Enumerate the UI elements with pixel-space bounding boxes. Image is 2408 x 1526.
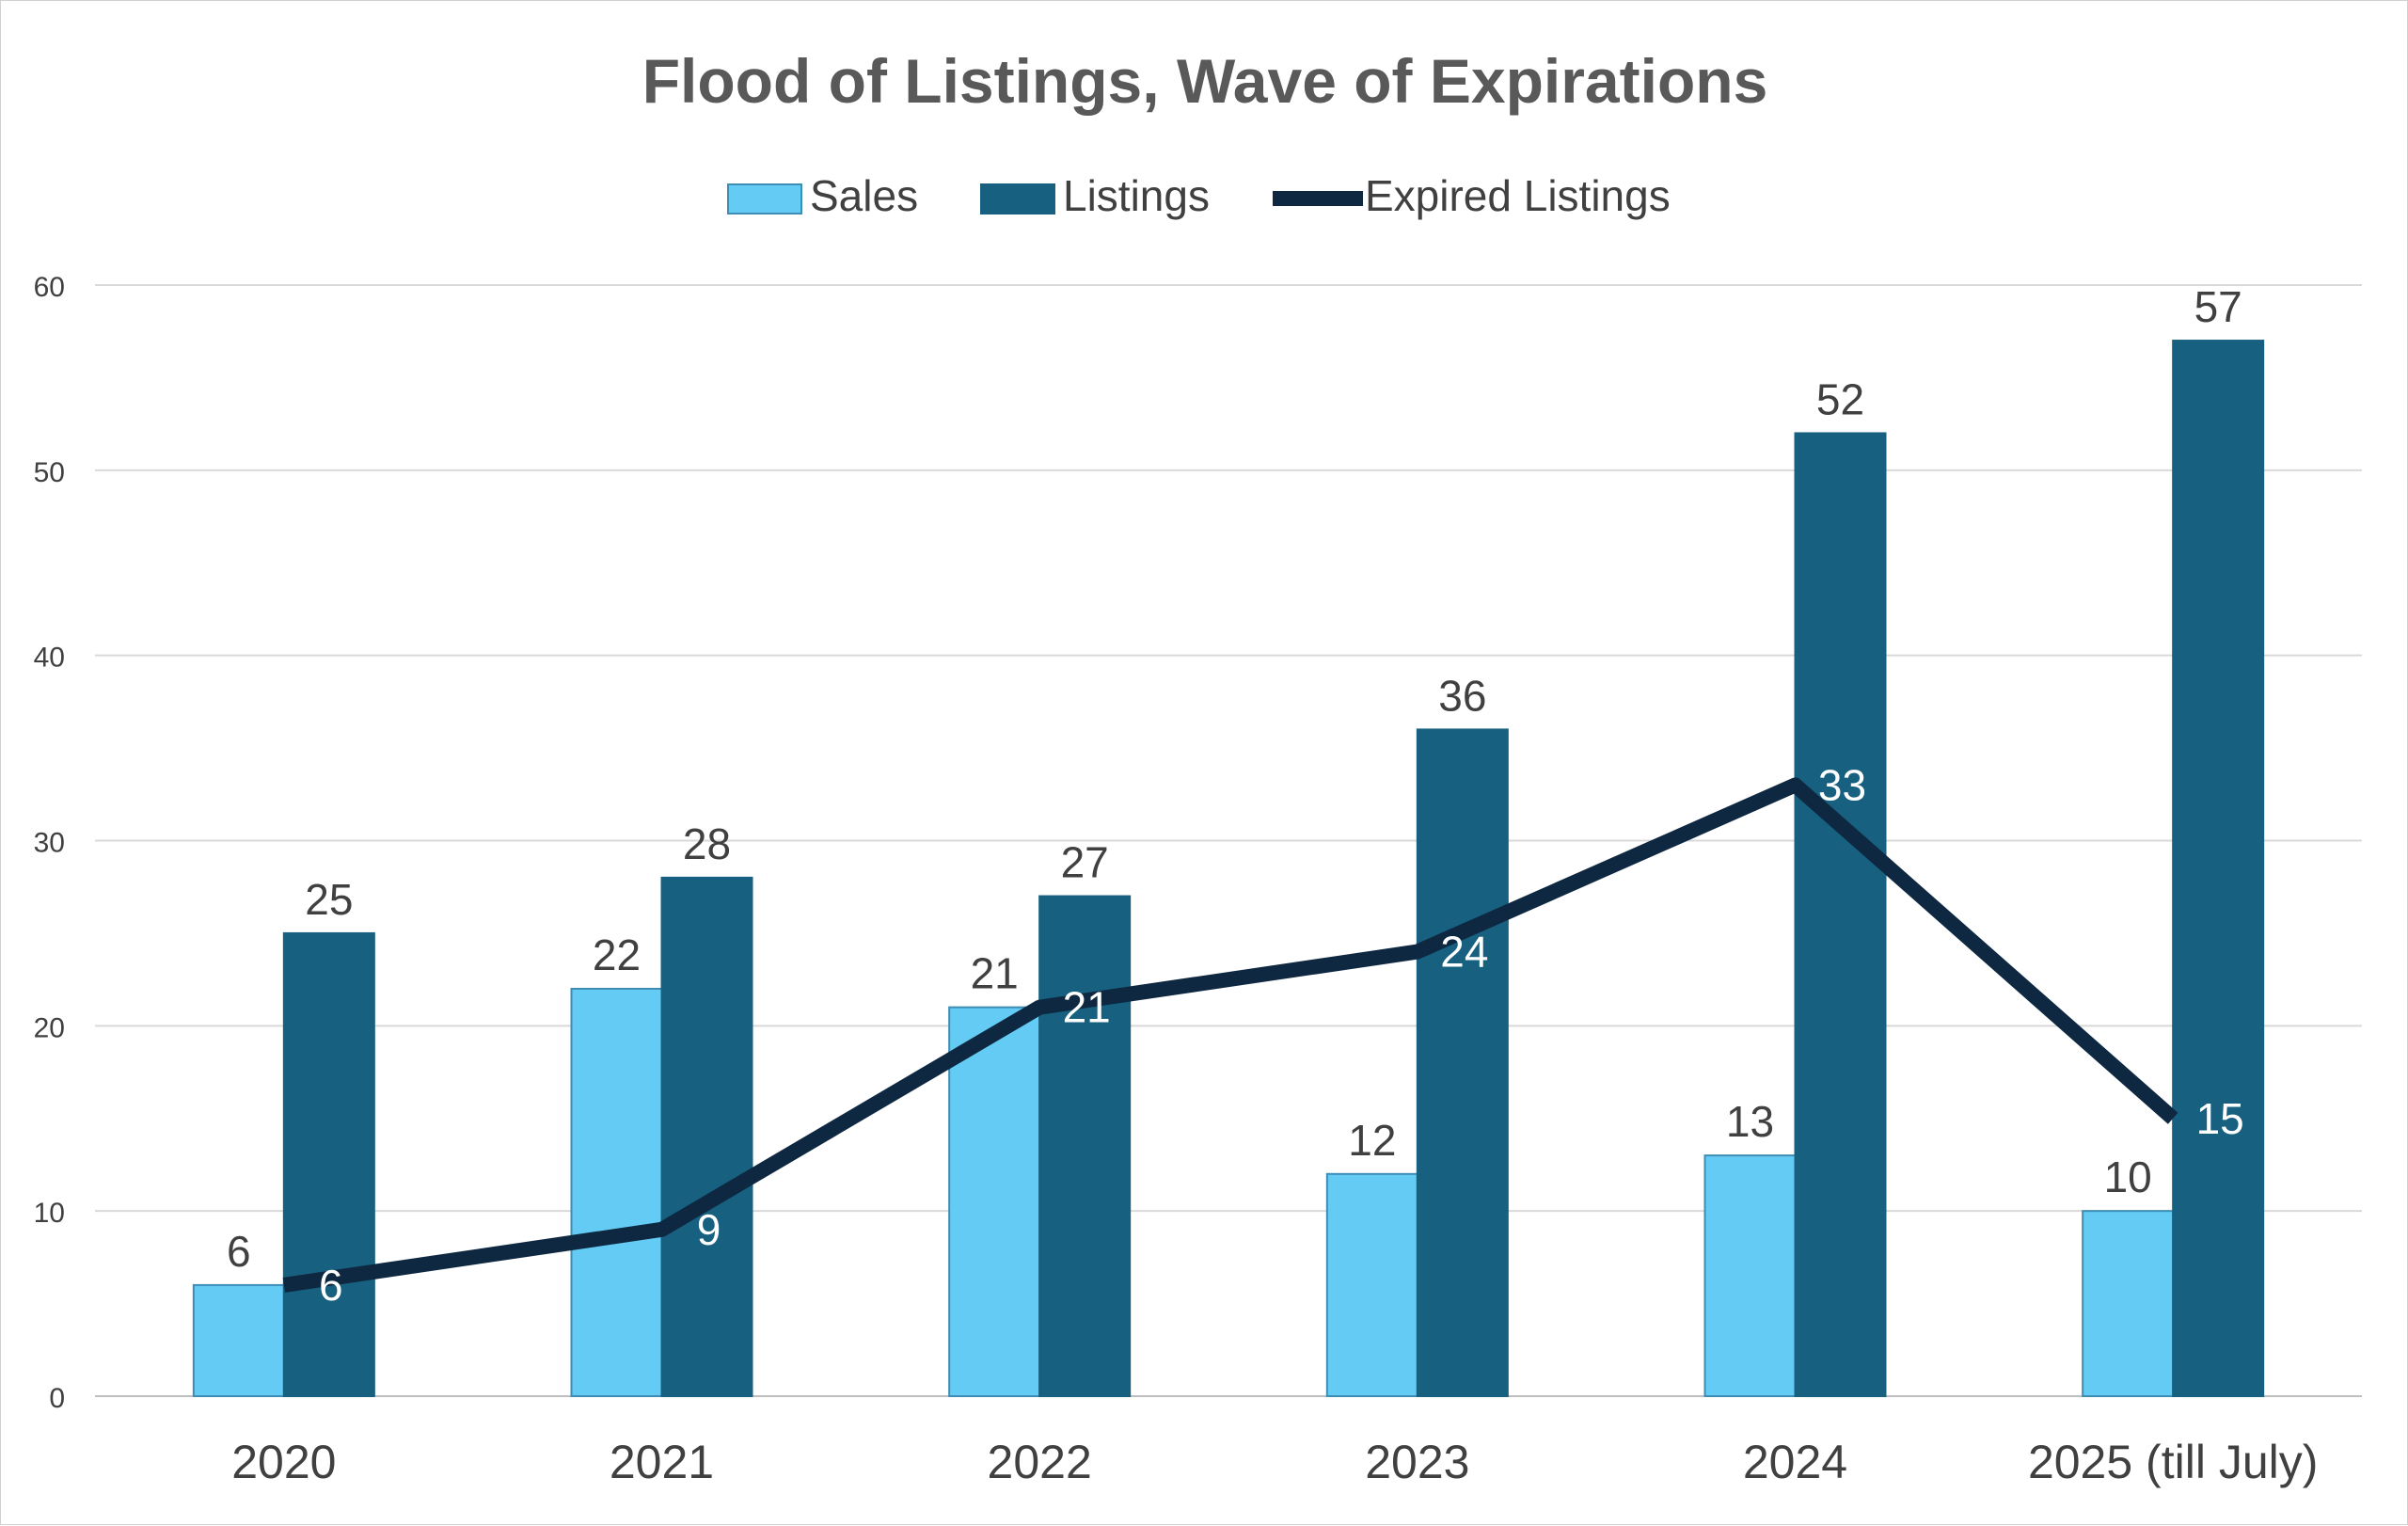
y-tick-label: 60 — [34, 272, 65, 303]
data-label-sales: 6 — [227, 1227, 251, 1276]
data-label-listings: 36 — [1438, 671, 1486, 720]
y-tick-label: 30 — [34, 828, 65, 859]
bar-sales — [192, 1283, 285, 1398]
legend-label-listings: Listings — [1063, 171, 1210, 220]
x-category-label: 2023 — [1365, 1436, 1469, 1488]
bar-listings — [2172, 340, 2265, 1397]
x-category-label: 2020 — [231, 1436, 336, 1488]
bar-listings — [660, 876, 753, 1397]
legend-label-sales: Sales — [810, 171, 918, 220]
line-expired-listings — [282, 777, 2178, 1293]
bar-sales — [2082, 1210, 2175, 1397]
data-label-expired-listings: 9 — [697, 1205, 721, 1254]
data-label-listings: 57 — [2194, 282, 2242, 331]
y-tick-label: 10 — [34, 1198, 65, 1229]
y-tick-label: 20 — [34, 1012, 65, 1043]
bar-sales — [570, 987, 663, 1397]
data-label-sales: 21 — [971, 949, 1019, 998]
data-label-expired-listings: 33 — [1818, 760, 1866, 809]
x-axis-categories: 2020 2021 2022 2023 2024 2025 (till July) — [231, 1436, 2318, 1488]
data-label-expired-listings: 15 — [2196, 1094, 2244, 1143]
x-category-label: 2021 — [610, 1436, 714, 1488]
x-category-label: 2022 — [988, 1436, 1092, 1488]
data-label-sales: 13 — [1726, 1097, 1774, 1146]
legend-label-expired-listings: Expired Listings — [1365, 171, 1671, 220]
data-label-expired-listings: 6 — [319, 1261, 343, 1310]
legend-swatch-sales — [727, 183, 802, 215]
bar-listings — [282, 931, 375, 1398]
data-label-sales: 10 — [2104, 1152, 2152, 1201]
y-tick-label: 40 — [34, 643, 65, 674]
y-tick-label: 50 — [34, 457, 65, 488]
bar-sales — [1703, 1154, 1797, 1398]
bar-sales — [948, 1006, 1041, 1398]
chart-title: Flood of Listings, Wave of Expirations — [642, 46, 1768, 116]
bar-sales — [1325, 1172, 1418, 1398]
data-label-listings: 25 — [305, 875, 353, 924]
data-labels: 6 25 22 28 21 27 12 36 13 52 10 57 6 9 21 24 33 15 — [227, 282, 2244, 1310]
data-label-sales: 12 — [1348, 1116, 1396, 1165]
x-category-label: 2024 — [1743, 1436, 1847, 1488]
data-label-sales: 22 — [593, 930, 641, 979]
x-category-label: 2025 (till July) — [2028, 1436, 2318, 1488]
expired-listings-line — [282, 777, 2178, 1293]
data-label-expired-listings: 24 — [1440, 928, 1488, 977]
bar-listings — [1416, 728, 1509, 1397]
data-label-expired-listings: 21 — [1063, 983, 1111, 1032]
legend-swatch-listings — [980, 183, 1055, 215]
bars — [192, 340, 2265, 1398]
legend: Sales Listings Expired Listings — [727, 171, 1671, 220]
y-axis-ticks: 0 10 20 30 40 50 60 — [34, 272, 65, 1414]
gridlines — [95, 284, 2362, 1397]
y-tick-label: 0 — [49, 1383, 65, 1414]
bar-listings — [1794, 432, 1887, 1397]
data-label-listings: 27 — [1061, 838, 1109, 887]
data-label-listings: 52 — [1816, 374, 1864, 423]
bar-listings — [1038, 895, 1132, 1397]
data-label-listings: 28 — [683, 819, 731, 868]
